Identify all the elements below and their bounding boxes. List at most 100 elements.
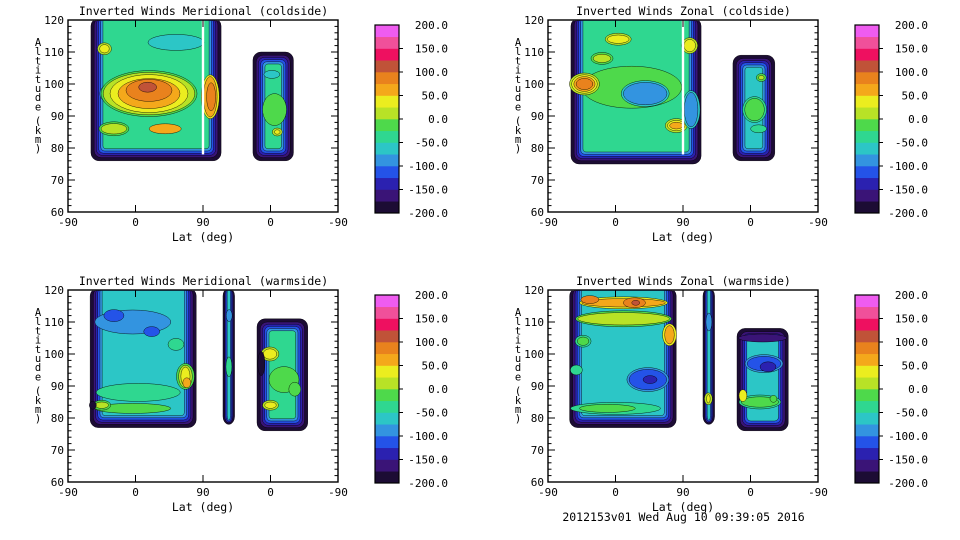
colorbar-band: [375, 130, 399, 143]
colorbar-band: [855, 25, 879, 38]
contour-spot: [738, 389, 748, 402]
y-tick-label: 110: [44, 316, 64, 329]
colorbar-label: 0.0: [908, 383, 928, 396]
contour-spot: [257, 351, 266, 376]
y-tick-label: 80: [51, 412, 64, 425]
colorbar-band: [855, 72, 879, 85]
y-axis-label-char: (: [515, 116, 521, 128]
colorbar-band: [375, 83, 399, 96]
contour-spot: [147, 34, 205, 51]
contour-spot: [148, 123, 182, 135]
panel-title: Inverted Winds Zonal (coldside): [576, 4, 791, 18]
y-axis-label-char: A: [515, 37, 522, 49]
colorbar-label: 50.0: [902, 360, 929, 373]
y-tick-label: 80: [531, 412, 544, 425]
contour-spot: [758, 75, 765, 81]
colorbar-band: [375, 342, 399, 355]
colorbar-label: 200.0: [415, 19, 448, 32]
colorbar-label: -150.0: [888, 454, 928, 467]
y-axis-label-char: ): [515, 413, 521, 425]
contour-spot: [100, 123, 127, 135]
contour-spot: [592, 53, 612, 63]
contour-spot: [664, 325, 675, 345]
y-tick-label: 90: [51, 380, 64, 393]
colorbar-label: 0.0: [428, 113, 448, 126]
contour-spot: [705, 312, 713, 332]
colorbar-label: -150.0: [408, 454, 448, 467]
colorbar-label: 50.0: [422, 360, 449, 373]
colorbar-label: 50.0: [422, 90, 449, 103]
colorbar: 200.0 150.0 100.0 50.0 0.0 -50.0 -100.0 -150.0 -…: [374, 19, 449, 220]
x-tick-label: 0: [612, 486, 619, 499]
x-tick-label: -90: [58, 486, 78, 499]
colorbar-band: [375, 377, 399, 390]
contour-spot: [570, 364, 583, 376]
contour-spot: [744, 98, 765, 122]
y-axis-label-char: (: [515, 386, 521, 398]
y-tick-label: 100: [524, 348, 544, 361]
colorbar-label: -100.0: [408, 430, 448, 443]
contour-spot: [225, 309, 233, 322]
colorbar-label: 100.0: [415, 66, 448, 79]
y-axis-ticks: [68, 19, 338, 213]
contour-spot: [579, 404, 636, 413]
contour-field: [89, 290, 309, 432]
colorbar-band: [855, 60, 879, 73]
y-axis-label-char: k: [35, 125, 42, 137]
x-axis-ticks: [67, 20, 339, 212]
colorbar-band: [855, 412, 879, 425]
colorbar-band: [375, 424, 399, 437]
contour-spot: [103, 309, 125, 322]
colorbar-label: 100.0: [415, 336, 448, 349]
colorbar-label: 200.0: [895, 19, 928, 32]
x-axis-label: Lat (deg): [172, 230, 234, 244]
y-axis-label-char: ): [35, 413, 41, 425]
y-tick-label: 70: [531, 174, 544, 187]
y-axis-label-char: u: [515, 353, 521, 365]
contour-spot: [683, 39, 696, 53]
colorbar-band: [375, 365, 399, 378]
y-axis-label-char: i: [515, 65, 521, 77]
contour-spot: [274, 129, 281, 135]
colorbar-label: -100.0: [888, 430, 928, 443]
y-tick-label: 60: [531, 476, 544, 489]
contour-field: [569, 20, 776, 165]
panel-title: Inverted Winds Meridional (warmside): [78, 274, 329, 288]
colorbar-label: -50.0: [895, 137, 928, 150]
colorbar-band: [855, 436, 879, 449]
y-axis-label-char: d: [35, 362, 41, 374]
colorbar: 200.0 150.0 100.0 50.0 0.0 -50.0 -100.0 -150.0 -…: [374, 289, 449, 490]
x-tick-label: 0: [612, 216, 619, 229]
y-axis-label-char: A: [35, 37, 42, 49]
y-axis-label-char: t: [35, 325, 41, 337]
colorbar-label: 150.0: [415, 43, 448, 56]
contour-spot: [99, 44, 110, 54]
x-tick-label: 0: [132, 216, 139, 229]
y-axis-label-char: ): [35, 143, 41, 155]
x-tick-label: -90: [538, 216, 558, 229]
colorbar-band: [375, 72, 399, 85]
y-axis-label-char: m: [35, 404, 41, 416]
colorbar-band: [855, 107, 879, 120]
x-tick-label: -90: [328, 216, 348, 229]
colorbar-label: 100.0: [895, 336, 928, 349]
y-tick-label: 70: [51, 444, 64, 457]
y-tick-label: 70: [531, 444, 544, 457]
colorbar-band: [375, 318, 399, 331]
panel-title: Inverted Winds Zonal (warmside): [576, 274, 791, 288]
y-axis-label-char: l: [35, 46, 41, 58]
y-tick-label: 110: [44, 46, 64, 59]
y-axis-label-char: u: [35, 83, 41, 95]
y-tick-label: 60: [531, 206, 544, 219]
y-tick-label: 80: [531, 142, 544, 155]
colorbar-label: -50.0: [895, 407, 928, 420]
contour-spot: [623, 82, 668, 106]
contour-spot: [642, 375, 658, 384]
colorbar: 200.0 150.0 100.0 50.0 0.0 -50.0 -100.0 -150.0 -…: [854, 289, 929, 490]
x-tick-label: 0: [267, 486, 274, 499]
colorbar-band: [855, 459, 879, 472]
